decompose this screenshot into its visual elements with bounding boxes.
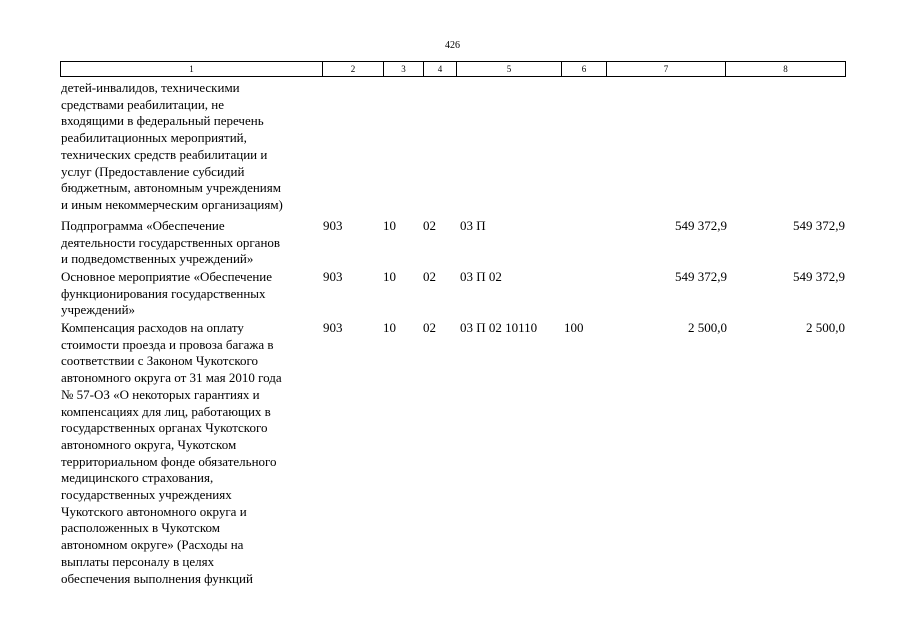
- row-name: детей-инвалидов, техническими средствами…: [61, 80, 283, 212]
- row-ministry-code: 903: [323, 218, 343, 233]
- page-number: 426: [445, 40, 460, 51]
- row-section-code: 10: [383, 320, 396, 335]
- row-target-code: 03 П 02 10110: [460, 320, 538, 335]
- header-col-5: 5: [456, 61, 562, 77]
- row-target-code: 03 П 02: [460, 269, 502, 284]
- row-expense-type: 100: [564, 320, 584, 335]
- header-col-6: 6: [561, 61, 607, 77]
- row-amount-2: 549 372,9: [793, 269, 845, 284]
- row-name: Компенсация расходов на оплату стоимости…: [61, 320, 282, 586]
- row-amount-2: 2 500,0: [806, 320, 845, 335]
- column-number-header: 1 2 3 4 5 6 7 8: [60, 61, 846, 77]
- row-amount-1: 549 372,9: [675, 269, 727, 284]
- header-col-3: 3: [383, 61, 424, 77]
- row-section-code: 10: [383, 269, 396, 284]
- row-subsection-code: 02: [423, 269, 436, 284]
- row-target-code: 03 П: [460, 218, 486, 233]
- row-subsection-code: 02: [423, 320, 436, 335]
- row-section-code: 10: [383, 218, 396, 233]
- row-ministry-code: 903: [323, 320, 343, 335]
- row-amount-1: 549 372,9: [675, 218, 727, 233]
- header-col-4: 4: [423, 61, 457, 77]
- header-col-2: 2: [322, 61, 384, 77]
- header-col-8: 8: [725, 61, 846, 77]
- header-col-1: 1: [60, 61, 323, 77]
- row-name: Основное мероприятие «Обеспечение функци…: [61, 269, 273, 318]
- row-name: Подпрограмма «Обеспечение деятельности г…: [61, 218, 281, 267]
- row-amount-1: 2 500,0: [688, 320, 727, 335]
- row-ministry-code: 903: [323, 269, 343, 284]
- row-subsection-code: 02: [423, 218, 436, 233]
- header-col-7: 7: [606, 61, 726, 77]
- row-amount-2: 549 372,9: [793, 218, 845, 233]
